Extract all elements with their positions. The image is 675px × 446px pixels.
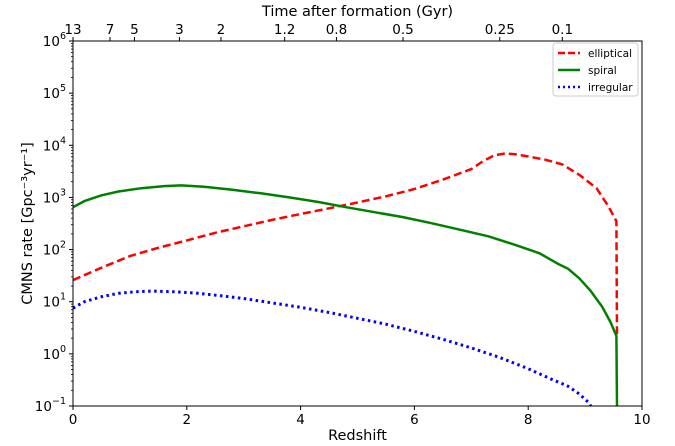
series-line-spiral xyxy=(73,184,619,406)
plot-frame xyxy=(72,40,643,407)
y-tick-label: 105 xyxy=(43,83,66,102)
x-tick-label: 10 xyxy=(633,412,650,428)
legend-label-elliptical: elliptical xyxy=(588,48,632,60)
y-tick-label: 106 xyxy=(43,31,66,50)
y-tick-label: 100 xyxy=(43,344,66,363)
y-tick-label: 104 xyxy=(43,135,66,154)
y-tick-label: 101 xyxy=(43,292,66,311)
top-tick-label: 0.1 xyxy=(552,22,573,38)
y-tick-label: 10−1 xyxy=(35,396,66,415)
series-layer xyxy=(73,152,619,406)
top-tick-label: 1.2 xyxy=(274,22,295,38)
y-axis-ticks: 10−1 100 101 102 103 104 105 106 xyxy=(35,31,73,415)
legend-label-spiral: spiral xyxy=(588,65,617,77)
top-tick-label: 13 xyxy=(64,22,81,38)
y-tick-label: 102 xyxy=(43,240,66,259)
top-tick-label: 7 xyxy=(106,22,115,38)
legend-box xyxy=(552,42,639,97)
x-tick-label: 8 xyxy=(524,412,533,428)
series-line-elliptical xyxy=(73,152,619,339)
x-tick-label: 2 xyxy=(183,412,192,428)
top-tick-label: 0.5 xyxy=(392,22,413,38)
top-tick-label: 2 xyxy=(217,22,226,38)
x-axis-label: Redshift xyxy=(328,428,387,444)
top-tick-label: 5 xyxy=(130,22,139,38)
series-line-irregular xyxy=(73,289,593,406)
top-axis-ticks: 13 7 5 3 2 1.2 0.8 0.5 0.25 0.1 xyxy=(64,22,573,41)
legend: elliptical spiral irregular xyxy=(552,42,639,97)
x-tick-label: 0 xyxy=(69,412,78,428)
y-axis-label: CMNS rate [Gpc⁻³yr⁻¹] xyxy=(20,142,36,305)
x-axis-ticks: 0 2 4 6 8 10 xyxy=(69,406,651,428)
top-axis-label: Time after formation (Gyr) xyxy=(261,4,453,20)
legend-label-irregular: irregular xyxy=(588,82,633,94)
top-tick-label: 0.25 xyxy=(485,22,515,38)
top-tick-label: 3 xyxy=(175,22,184,38)
x-tick-label: 6 xyxy=(410,412,419,428)
x-tick-label: 4 xyxy=(296,412,305,428)
top-tick-label: 0.8 xyxy=(326,22,347,38)
y-tick-label: 103 xyxy=(43,187,66,206)
